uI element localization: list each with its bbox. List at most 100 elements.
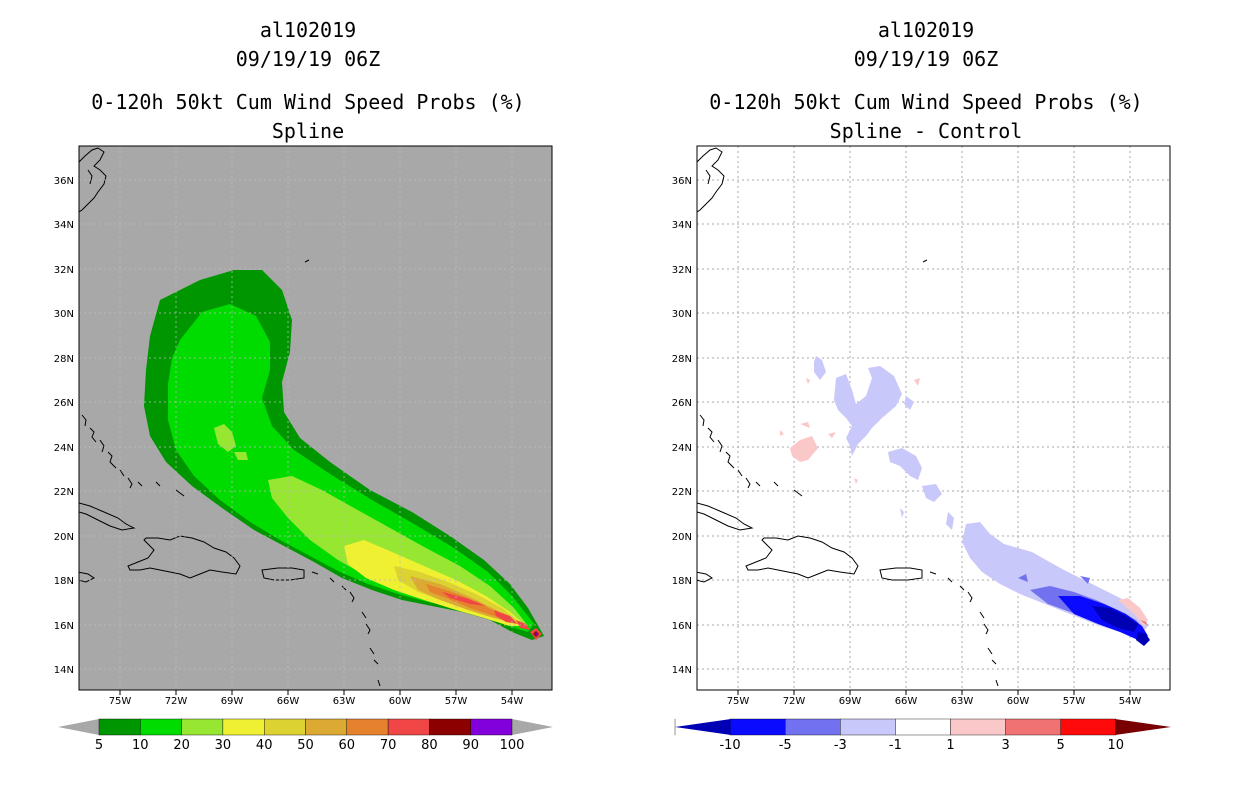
diff-neg1 <box>888 448 922 480</box>
lat-label: 24N <box>54 443 74 454</box>
diff-pos1 <box>780 430 784 436</box>
left-subtitle: Spline <box>271 119 345 143</box>
lat-label: 16N <box>54 621 74 632</box>
right-subtitle: Spline - Control <box>829 119 1023 143</box>
right-colorbar-label: 10 <box>1108 738 1125 753</box>
diff-neg3 <box>1080 576 1090 584</box>
diff-pos1 <box>800 422 810 428</box>
left-colorbar-label: 80 <box>421 738 438 753</box>
lon-label: 69W <box>839 696 862 707</box>
right-diff-contours <box>780 356 1150 646</box>
lon-label: 60W <box>1007 696 1030 707</box>
diff-pos1 <box>914 378 920 386</box>
left-lon-labels: 75W 72W 69W 66W 63W 60W 57W 54W <box>109 696 524 707</box>
contour-70 <box>442 592 486 606</box>
right-lon-labels: 75W 72W 69W 66W 63W 60W 57W 54W <box>727 696 1142 707</box>
left-colorbar-label: 40 <box>256 738 273 753</box>
diff-pos1 <box>828 432 836 438</box>
lon-label: 75W <box>109 696 132 707</box>
lat-label: 14N <box>54 665 74 676</box>
diff-neg1 <box>814 356 826 380</box>
lat-label: 28N <box>54 354 74 365</box>
contour-70c <box>516 620 530 630</box>
lon-label: 72W <box>783 696 806 707</box>
left-colorbar-swatch <box>346 718 389 736</box>
lat-label: 32N <box>54 265 74 276</box>
left-colorbar-label: 5 <box>95 738 103 753</box>
lon-label: 54W <box>1119 696 1142 707</box>
contour-10 <box>168 304 534 632</box>
lat-label: 20N <box>672 532 692 543</box>
left-colorbar-label: 50 <box>297 738 314 753</box>
left-storm-id: al102019 <box>259 18 357 42</box>
lon-label: 57W <box>1063 696 1086 707</box>
left-map-frame <box>78 145 553 691</box>
left-colorbar-label: 70 <box>380 738 397 753</box>
right-datetime: 09/19/19 06Z <box>853 47 999 71</box>
right-colorbar-swatch <box>950 718 1006 736</box>
lon-label: 75W <box>727 696 750 707</box>
lat-label: 26N <box>672 398 692 409</box>
right-map-frame <box>696 145 1171 691</box>
left-colorbar-label: 100 <box>500 738 525 753</box>
right-colorbar-upper-arrow <box>1115 719 1171 735</box>
right-colorbar-swatch <box>729 718 786 736</box>
left-colorbar-swatch <box>98 718 141 736</box>
lat-label: 30N <box>54 309 74 320</box>
diff-neg1 <box>900 508 904 518</box>
lat-label: 16N <box>672 621 692 632</box>
right-colorbar-swatch <box>840 718 896 736</box>
right-colorbar-swatch <box>1060 718 1116 736</box>
left-colorbar-swatch <box>470 718 513 736</box>
left-colorbar-upper-arrow <box>512 719 553 735</box>
lon-label: 63W <box>333 696 356 707</box>
left-colorbar-swatch <box>222 718 265 736</box>
right-product: 0-120h 50kt Cum Wind Speed Probs (%) <box>709 90 1143 114</box>
right-colorbar-label: 3 <box>1001 738 1009 753</box>
left-colorbar-swatch <box>264 718 306 736</box>
right-title: al102019 09/19/19 06Z 0-120h 50kt Cum Wi… <box>626 16 1226 146</box>
right-ticks <box>737 690 1131 695</box>
left-colorbar-label: 20 <box>173 738 190 753</box>
left-datetime: 09/19/19 06Z <box>235 47 381 71</box>
lon-label: 69W <box>221 696 244 707</box>
diff-neg10 <box>1136 632 1150 646</box>
right-storm-id: al102019 <box>877 18 975 42</box>
diff-pos1 <box>1118 598 1148 626</box>
right-colorbar: -10 -5 -3 -1 1 3 5 10 <box>674 718 1171 753</box>
lat-label: 34N <box>672 220 692 231</box>
right-colorbar-swatch <box>785 718 841 736</box>
lat-label: 26N <box>54 398 74 409</box>
left-product: 0-120h 50kt Cum Wind Speed Probs (%) <box>91 90 525 114</box>
diff-neg3 <box>1018 574 1028 582</box>
right-colorbar-swatch <box>895 718 951 736</box>
left-colorbar-swatch <box>181 718 224 736</box>
lat-label: 28N <box>672 354 692 365</box>
right-colorbar-label: -1 <box>889 738 902 753</box>
lat-label: 30N <box>672 309 692 320</box>
lat-label: 14N <box>672 665 692 676</box>
lat-label: 18N <box>672 576 692 587</box>
lat-label: 36N <box>672 176 692 187</box>
left-title: al102019 09/19/19 06Z 0-120h 50kt Cum Wi… <box>8 16 608 146</box>
left-colorbar-label: 10 <box>132 738 149 753</box>
left-colorbar-swatch <box>387 718 430 736</box>
lat-label: 24N <box>672 443 692 454</box>
left-colorbar-label: 90 <box>462 738 479 753</box>
right-colorbar-label: -3 <box>834 738 847 753</box>
right-lat-labels: 36N 34N 32N 30N 28N 26N 24N 22N 20N 18N … <box>672 176 692 676</box>
diff-neg1 <box>904 396 914 410</box>
diff-neg1 <box>834 366 902 456</box>
left-ticks <box>119 690 513 695</box>
lat-label: 18N <box>54 576 74 587</box>
lon-label: 66W <box>895 696 918 707</box>
right-colorbar-swatch <box>1005 718 1061 736</box>
diff-pos1 <box>806 378 810 384</box>
right-colorbar-label: 5 <box>1057 738 1065 753</box>
left-prob-contours <box>144 270 544 640</box>
left-colorbar: 5 10 20 30 40 50 60 70 80 90 100 <box>58 718 553 753</box>
lat-label: 36N <box>54 176 74 187</box>
right-colorbar-label: 1 <box>946 738 954 753</box>
left-map: 75W 72W 69W 66W 63W 60W 57W 54W 36N 34N … <box>54 145 553 707</box>
